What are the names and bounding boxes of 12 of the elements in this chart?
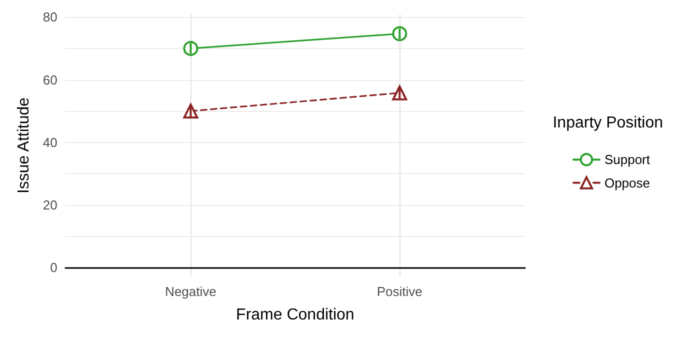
y-tick-label: 60: [42, 72, 58, 88]
legend-label: Support: [604, 152, 650, 168]
y-axis-title: Issue Attitude: [16, 97, 32, 194]
legend-title: Inparty Position: [552, 114, 663, 132]
x-tick-label: Positive: [376, 284, 422, 299]
y-tick-label: 40: [42, 134, 58, 150]
y-tick-label: 0: [50, 260, 58, 276]
legend-label: Oppose: [604, 175, 650, 190]
x-axis-title: Frame Condition: [236, 306, 354, 324]
y-tick-label: 20: [42, 197, 58, 212]
y-tick-label: 80: [42, 10, 58, 25]
x-tick-label: Negative: [165, 284, 216, 299]
